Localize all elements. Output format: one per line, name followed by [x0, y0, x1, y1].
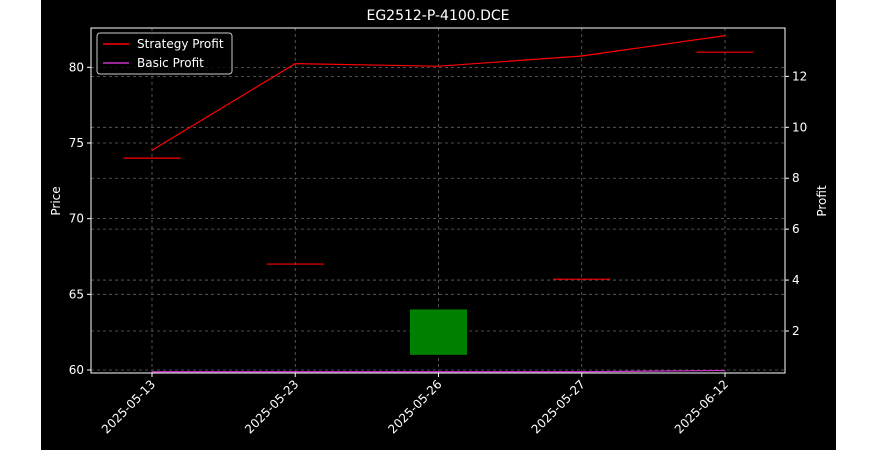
- y-tick-label-left: 70: [69, 212, 84, 226]
- y-tick-label-left: 80: [69, 60, 84, 74]
- legend-label-basic-profit: Basic Profit: [137, 56, 204, 70]
- grid: [91, 28, 785, 373]
- y-tick-label-right: 8: [792, 171, 800, 185]
- y-axis-label-right: Profit: [815, 185, 829, 217]
- y-tick-label-right: 10: [792, 120, 807, 134]
- candles: [123, 51, 754, 355]
- y-tick-label-right: 2: [792, 324, 800, 338]
- chart-title: EG2512-P-4100.DCE: [366, 8, 509, 24]
- y-tick-label-left: 65: [69, 287, 84, 301]
- series-line-strategy-profit: [151, 35, 726, 151]
- y-tick-label-right: 6: [792, 222, 800, 236]
- right-axis: 2 4 6 8 10 12: [785, 69, 807, 338]
- y-axis-label-left: Price: [49, 186, 63, 215]
- candle-body: [410, 309, 467, 355]
- y-tick-label-right: 12: [792, 69, 807, 83]
- series-line-basic-profit: [152, 369, 726, 373]
- legend-label-strategy-profit: Strategy Profit: [137, 37, 224, 51]
- y-tick-label-left: 75: [69, 136, 84, 150]
- left-axis: 60 65 70 75 80: [69, 60, 91, 377]
- legend: Strategy Profit Basic Profit: [96, 32, 233, 75]
- y-tick-label-right: 4: [792, 273, 800, 287]
- profit-lines: [151, 35, 726, 373]
- y-tick-label-left: 60: [69, 363, 84, 377]
- legend-box: [96, 32, 233, 75]
